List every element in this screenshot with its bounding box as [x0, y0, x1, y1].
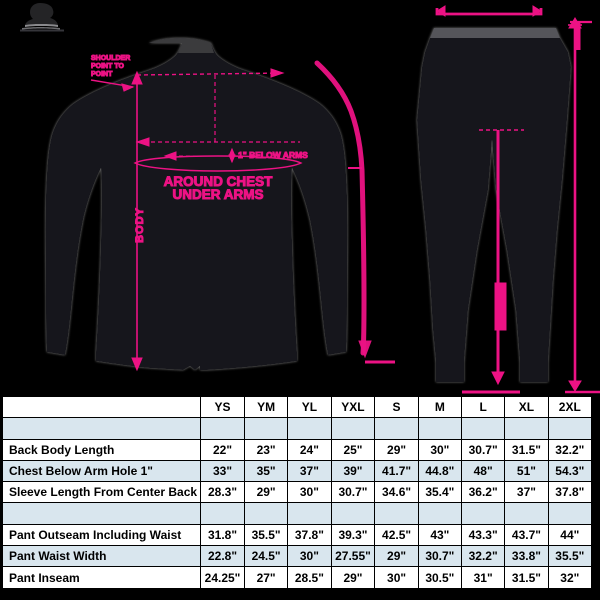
- svg-text:1" BELOW ARMS: 1" BELOW ARMS: [238, 150, 308, 160]
- svg-text:POINT TO: POINT TO: [91, 63, 124, 70]
- svg-text:BODY: BODY: [134, 207, 146, 243]
- svg-text:SHOULDER: SHOULDER: [91, 55, 130, 62]
- svg-text:UNDER ARMS: UNDER ARMS: [173, 187, 264, 202]
- svg-text:POINT: POINT: [91, 71, 113, 78]
